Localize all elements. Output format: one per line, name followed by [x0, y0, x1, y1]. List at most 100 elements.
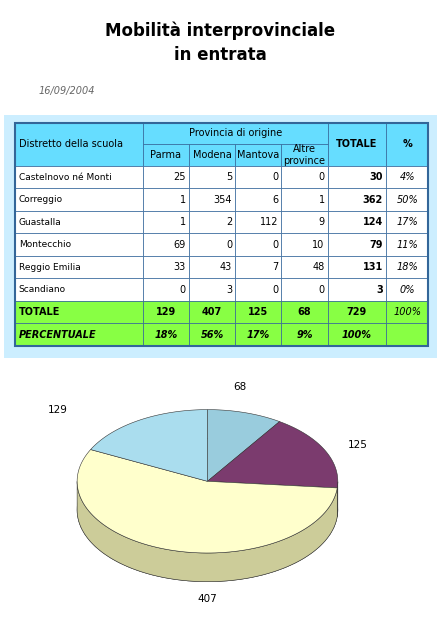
- Text: 4%: 4%: [400, 172, 415, 182]
- FancyBboxPatch shape: [143, 122, 328, 143]
- Text: 16/09/2004: 16/09/2004: [39, 86, 96, 96]
- FancyBboxPatch shape: [189, 189, 235, 211]
- FancyBboxPatch shape: [4, 115, 437, 358]
- FancyBboxPatch shape: [189, 143, 235, 166]
- FancyBboxPatch shape: [143, 278, 189, 301]
- Text: Mobilità interprovinciale
in entrata: Mobilità interprovinciale in entrata: [105, 22, 336, 64]
- FancyBboxPatch shape: [281, 301, 328, 323]
- FancyBboxPatch shape: [189, 323, 235, 346]
- FancyBboxPatch shape: [386, 301, 428, 323]
- Text: 0: 0: [318, 285, 325, 295]
- Text: 9%: 9%: [296, 329, 313, 339]
- FancyBboxPatch shape: [143, 143, 189, 166]
- Text: 354: 354: [214, 195, 232, 204]
- FancyBboxPatch shape: [189, 233, 235, 256]
- Text: 0%: 0%: [400, 285, 415, 295]
- Text: 79: 79: [370, 240, 383, 250]
- Text: Mantova: Mantova: [237, 150, 280, 160]
- Text: Castelnovo né Monti: Castelnovo né Monti: [19, 173, 112, 182]
- FancyBboxPatch shape: [189, 301, 235, 323]
- Text: 33: 33: [174, 262, 186, 272]
- Text: 100%: 100%: [393, 307, 421, 317]
- Text: 43: 43: [220, 262, 232, 272]
- FancyBboxPatch shape: [328, 256, 386, 278]
- FancyBboxPatch shape: [143, 256, 189, 278]
- FancyBboxPatch shape: [143, 323, 189, 346]
- FancyBboxPatch shape: [281, 143, 328, 166]
- Text: Altre
province: Altre province: [284, 144, 325, 165]
- Text: Guastalla: Guastalla: [19, 218, 61, 227]
- FancyBboxPatch shape: [386, 122, 428, 166]
- Text: 129: 129: [48, 404, 67, 415]
- FancyBboxPatch shape: [143, 233, 189, 256]
- Text: 11%: 11%: [396, 240, 418, 250]
- Text: 18%: 18%: [154, 329, 177, 339]
- FancyBboxPatch shape: [235, 323, 281, 346]
- FancyBboxPatch shape: [328, 189, 386, 211]
- FancyBboxPatch shape: [143, 166, 189, 189]
- Text: 0: 0: [272, 172, 278, 182]
- Text: 48: 48: [312, 262, 325, 272]
- Text: 1: 1: [180, 217, 186, 227]
- Text: 69: 69: [174, 240, 186, 250]
- FancyBboxPatch shape: [235, 211, 281, 233]
- Text: PERCENTUALE: PERCENTUALE: [19, 329, 96, 339]
- Text: 0: 0: [318, 172, 325, 182]
- Text: 131: 131: [363, 262, 383, 272]
- FancyBboxPatch shape: [386, 323, 428, 346]
- FancyBboxPatch shape: [386, 189, 428, 211]
- FancyBboxPatch shape: [15, 278, 143, 301]
- Text: %: %: [402, 139, 412, 150]
- FancyBboxPatch shape: [386, 166, 428, 189]
- Text: 125: 125: [248, 307, 269, 317]
- FancyBboxPatch shape: [15, 256, 143, 278]
- FancyBboxPatch shape: [235, 301, 281, 323]
- FancyBboxPatch shape: [189, 256, 235, 278]
- FancyBboxPatch shape: [235, 256, 281, 278]
- Text: 0: 0: [272, 240, 278, 250]
- FancyBboxPatch shape: [328, 323, 386, 346]
- Text: Distretto della scuola: Distretto della scuola: [19, 139, 123, 150]
- Text: TOTALE: TOTALE: [19, 307, 60, 317]
- Text: 407: 407: [202, 307, 222, 317]
- Text: 68: 68: [233, 382, 247, 392]
- Text: Parma: Parma: [150, 150, 181, 160]
- FancyBboxPatch shape: [15, 166, 143, 189]
- Text: 1: 1: [318, 195, 325, 204]
- Text: 0: 0: [226, 240, 232, 250]
- FancyBboxPatch shape: [281, 233, 328, 256]
- Text: 17%: 17%: [396, 217, 418, 227]
- Polygon shape: [77, 449, 337, 553]
- FancyBboxPatch shape: [328, 166, 386, 189]
- FancyBboxPatch shape: [328, 211, 386, 233]
- FancyBboxPatch shape: [235, 189, 281, 211]
- Text: 5: 5: [226, 172, 232, 182]
- FancyBboxPatch shape: [386, 256, 428, 278]
- Text: Reggio Emilia: Reggio Emilia: [19, 262, 80, 272]
- Text: 17%: 17%: [247, 329, 270, 339]
- FancyBboxPatch shape: [281, 166, 328, 189]
- FancyBboxPatch shape: [235, 166, 281, 189]
- Text: 9: 9: [318, 217, 325, 227]
- Text: Modena: Modena: [193, 150, 232, 160]
- FancyBboxPatch shape: [143, 211, 189, 233]
- Text: 1: 1: [180, 195, 186, 204]
- Polygon shape: [337, 481, 338, 517]
- Text: 18%: 18%: [396, 262, 418, 272]
- Text: Provincia di origine: Provincia di origine: [189, 128, 282, 138]
- FancyBboxPatch shape: [328, 122, 386, 166]
- Text: 124: 124: [363, 217, 383, 227]
- FancyBboxPatch shape: [386, 278, 428, 301]
- Polygon shape: [207, 410, 280, 481]
- Text: 7: 7: [272, 262, 278, 272]
- Text: Correggio: Correggio: [19, 195, 63, 204]
- FancyBboxPatch shape: [143, 189, 189, 211]
- FancyBboxPatch shape: [281, 278, 328, 301]
- FancyBboxPatch shape: [386, 233, 428, 256]
- Text: 10: 10: [312, 240, 325, 250]
- Text: 729: 729: [347, 307, 367, 317]
- FancyBboxPatch shape: [15, 211, 143, 233]
- FancyBboxPatch shape: [386, 211, 428, 233]
- Text: 3: 3: [376, 285, 383, 295]
- Text: 2: 2: [226, 217, 232, 227]
